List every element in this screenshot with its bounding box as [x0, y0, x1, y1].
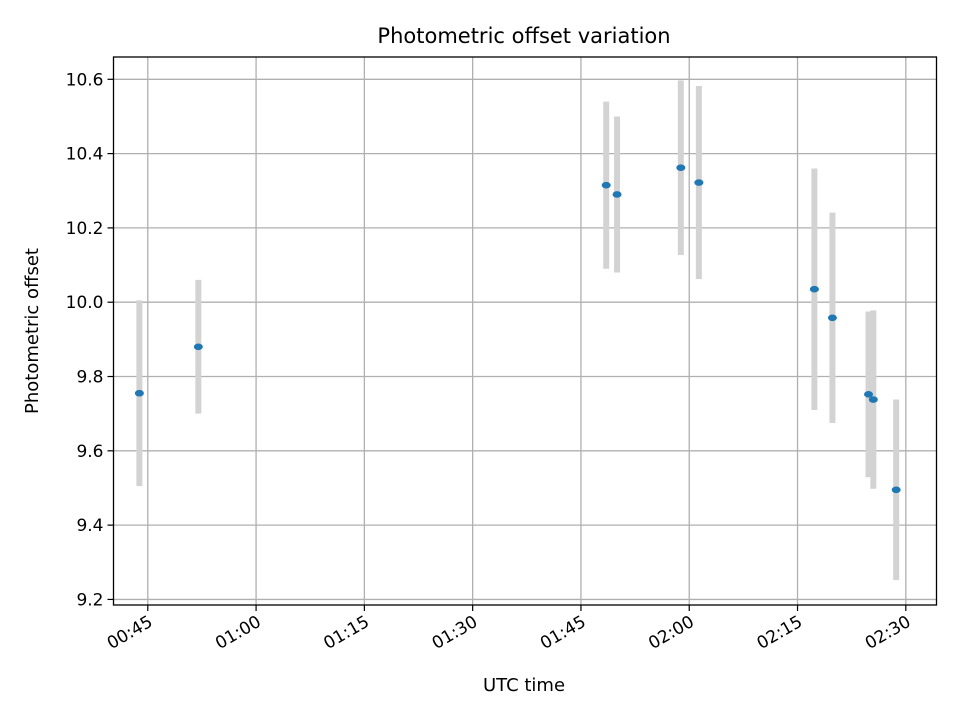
y-tick-label: 10.6 [66, 70, 104, 90]
y-tick-label: 9.6 [76, 442, 103, 462]
data-point [891, 486, 901, 494]
data-point [864, 391, 874, 398]
y-tick-label: 10.4 [66, 145, 104, 165]
data-point [676, 164, 686, 172]
data-point [601, 181, 611, 189]
data-point [868, 396, 878, 403]
data-point [809, 285, 819, 293]
y-tick-label: 9.4 [76, 516, 103, 536]
y-tick-label: 10.0 [66, 293, 104, 313]
data-point [612, 191, 622, 198]
y-axis-label: Photometric offset [22, 248, 43, 414]
data-points [134, 164, 901, 494]
y-tick-label: 10.2 [66, 219, 104, 239]
plot-area-frame [112, 56, 938, 606]
data-point [694, 179, 704, 186]
chart-title: Photometric offset variation [377, 24, 670, 48]
grid [113, 57, 937, 605]
data-point [193, 343, 203, 351]
y-tick-label: 9.8 [76, 368, 103, 388]
y-axis: 9.2 9.4 9.6 9.8 10.0 10.2 10.4 10.6 [66, 70, 114, 610]
y-tick-label: 9.2 [76, 590, 103, 610]
x-axis-label: UTC time [483, 675, 565, 696]
data-point [827, 314, 837, 322]
data-point [134, 389, 144, 397]
